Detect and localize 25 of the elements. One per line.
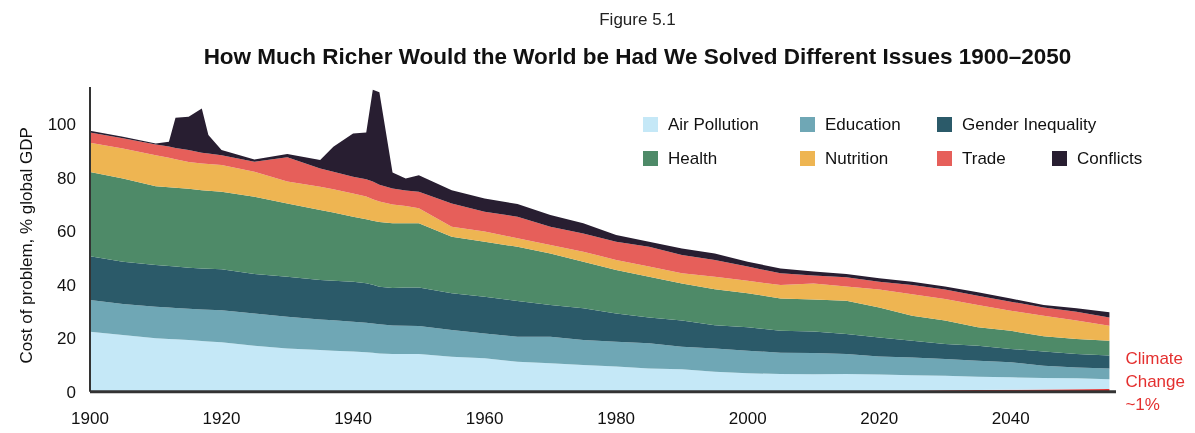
legend-label: Air Pollution [668, 115, 759, 135]
legend-label: Gender Inequality [962, 115, 1097, 135]
y-tick-label: 20 [57, 329, 76, 349]
y-tick-label: 40 [57, 275, 76, 295]
legend-label: Education [825, 115, 901, 135]
y-axis-title: Cost of problem, % global GDP [17, 127, 36, 364]
legend-label: Health [668, 149, 718, 169]
x-tick-label: 1980 [597, 408, 636, 428]
y-tick-label: 60 [57, 222, 76, 242]
y-tick-label: 80 [57, 168, 76, 188]
chart-title: How Much Richer Would the World be Had We Solved Different Issues 1900–2050 [203, 44, 1072, 69]
x-tick-label: 1920 [202, 408, 241, 428]
x-tick-label: 2020 [860, 408, 899, 428]
x-tick-label: 2000 [728, 408, 767, 428]
x-tick-label: 1940 [334, 408, 372, 428]
x-tick-label: 1960 [465, 408, 504, 428]
annotation: Climate Change ~1% [1125, 349, 1185, 415]
legend-label: Trade [962, 149, 1006, 169]
legend-label: Conflicts [1077, 149, 1143, 169]
x-tick-label: 2040 [991, 408, 1030, 428]
legend-label: Nutrition [825, 149, 889, 169]
y-tick-label: 0 [66, 382, 76, 402]
x-tick-label: 1900 [71, 408, 109, 428]
y-tick-label: 100 [47, 115, 76, 135]
chart-subtitle: Figure 5.1 [599, 10, 676, 29]
